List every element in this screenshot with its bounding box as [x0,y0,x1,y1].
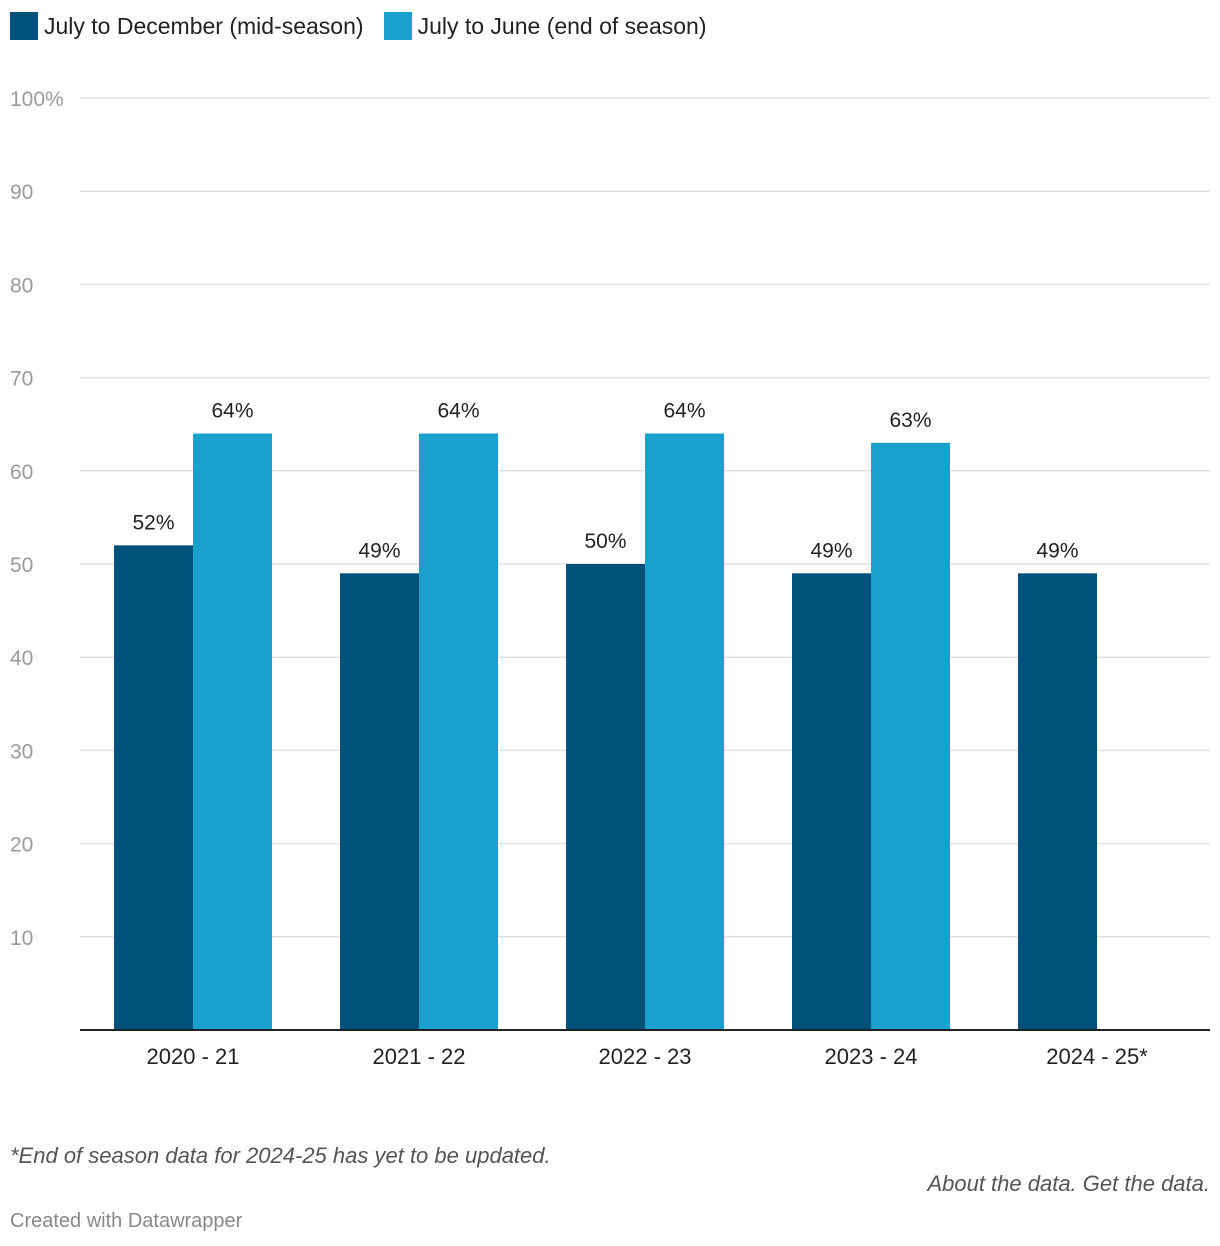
value-label-2023-24-mid-season: 49% [810,539,852,562]
legend-label-mid-season: July to December (mid-season) [44,12,364,39]
x-tick-label-2022-23: 2022 - 23 [599,1044,692,1069]
bar-chart: 10 20 30 40 50 60 70 80 90 100% 52% 64% 49% 64% 50% 64… [10,88,1210,1069]
legend-swatch-end-of-season [383,12,412,40]
value-label-2021-22-end-of-season: 64% [437,400,479,423]
x-tick-label-2024-25: 2024 - 25* [1046,1044,1148,1069]
x-tick-label-2020-21: 2020 - 21 [147,1044,240,1069]
value-labels: 52% 64% 49% 64% 50% 64% 49% 63% 49% [132,400,1078,563]
value-label-2021-22-mid-season: 49% [358,539,400,562]
about-the-data-link[interactable]: About the data. [927,1171,1077,1196]
y-tick-label-100: 100% [10,88,64,111]
bar-2020-21-end-of-season [193,433,272,1030]
value-label-2023-24-end-of-season: 63% [889,409,931,432]
bar-2021-22-mid-season [340,573,419,1030]
bar-2022-23-end-of-season [645,433,724,1030]
chart-legend: July to December (mid-season) July to Ju… [10,12,727,40]
value-label-2024-25-mid-season: 49% [1036,539,1078,562]
value-label-2022-23-end-of-season: 64% [663,400,705,423]
y-tick-label-70: 70 [10,368,33,391]
legend-label-end-of-season: July to June (end of season) [417,12,707,39]
get-the-data-link[interactable]: Get the data. [1082,1171,1210,1196]
y-tick-label-30: 30 [10,740,33,763]
bars [114,433,1097,1031]
bar-2020-21-mid-season [114,545,193,1030]
bar-2024-25-mid-season [1018,573,1097,1030]
footnote: *End of season data for 2024-25 has yet … [10,1143,551,1168]
value-label-2020-21-end-of-season: 64% [211,400,253,423]
legend-item-end-of-season: July to June (end of season) [383,12,707,40]
legend-item-mid-season: July to December (mid-season) [10,12,364,40]
x-tick-label-2023-24: 2023 - 24 [825,1044,918,1069]
y-tick-label-90: 90 [10,181,33,204]
x-axis-labels: 2020 - 21 2021 - 22 2022 - 23 2023 - 24 2024… [147,1044,1149,1069]
bar-2022-23-mid-season [566,564,645,1030]
y-tick-label-10: 10 [10,927,33,950]
value-label-2020-21-mid-season: 52% [132,511,174,534]
y-tick-label-50: 50 [10,554,33,577]
legend-swatch-mid-season [10,12,38,40]
credit-line: Created with Datawrapper [10,1210,243,1232]
bar-2023-24-end-of-season [871,442,950,1031]
y-tick-label-60: 60 [10,461,33,484]
y-tick-label-80: 80 [10,274,33,297]
y-axis-labels: 10 20 30 40 50 60 70 80 90 100% [10,88,64,950]
bar-2021-22-end-of-season [419,433,498,1030]
y-tick-label-20: 20 [10,834,33,857]
bar-2023-24-mid-season [792,573,871,1030]
x-tick-label-2021-22: 2021 - 22 [373,1044,466,1069]
data-links: About the data. Get the data. [927,1171,1210,1197]
value-label-2022-23-mid-season: 50% [584,530,626,553]
y-tick-label-40: 40 [10,647,33,670]
